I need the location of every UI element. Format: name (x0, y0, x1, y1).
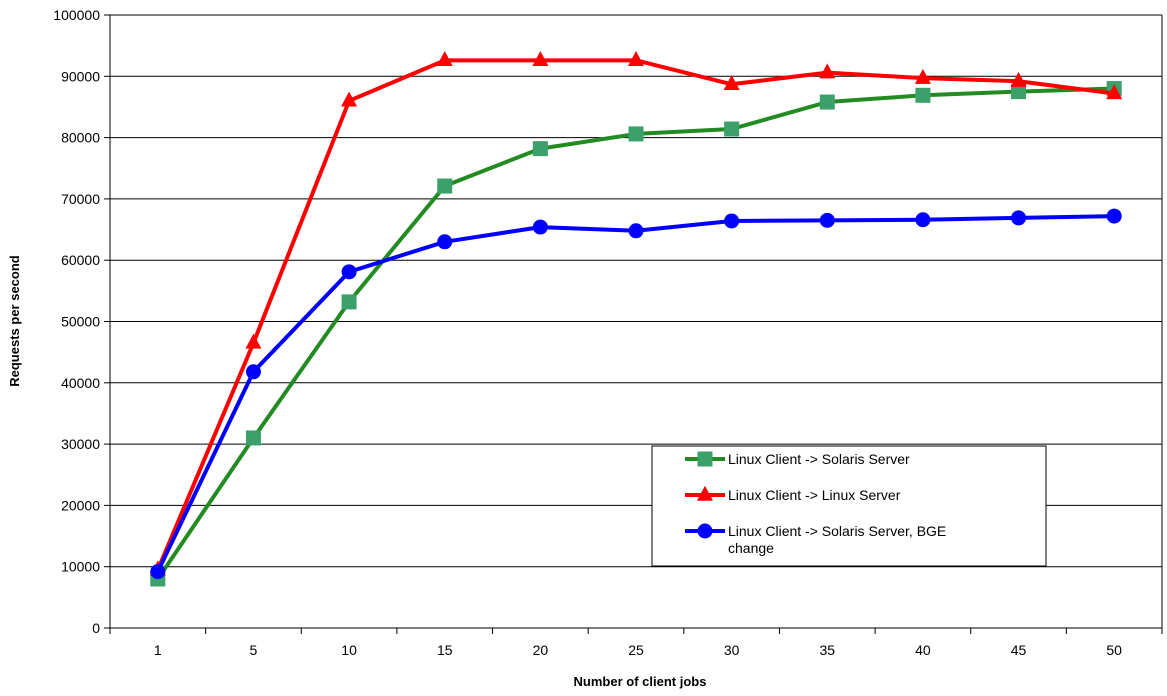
data-point-triangle (914, 68, 931, 84)
data-point-square (819, 94, 835, 110)
legend-swatch-marker (697, 485, 713, 501)
data-point-square (437, 178, 453, 194)
x-tick-label: 50 (1106, 642, 1122, 658)
y-tick-label: 40000 (61, 375, 100, 391)
data-point-square (245, 430, 261, 446)
x-tick-label: 45 (1011, 642, 1027, 658)
data-point-square (1011, 84, 1027, 100)
y-tick-label: 60000 (61, 252, 100, 268)
x-tick-label: 1 (154, 642, 162, 658)
axes (104, 14, 1163, 634)
x-tick-label: 40 (915, 642, 931, 658)
data-point-circle (150, 564, 166, 580)
data-point-circle (437, 234, 453, 250)
data-point-square (341, 294, 357, 310)
data-point-circle (1106, 208, 1122, 224)
data-point-triangle (819, 63, 836, 79)
series-2 (149, 51, 1123, 576)
y-tick-label: 50000 (61, 314, 100, 330)
x-axis-title: Number of client jobs (574, 674, 707, 689)
legend-label: change (728, 540, 774, 556)
y-tick-labels: 0 10000 20000 30000 40000 50000 60000 70000 8000… (53, 7, 100, 636)
legend-box (651, 445, 1047, 567)
series-3 (150, 208, 1122, 580)
data-point-square (628, 126, 644, 142)
legend-label: Linux Client -> Solaris Server, BGE (728, 523, 946, 539)
x-tick-label: 15 (437, 642, 453, 658)
data-point-triangle (628, 51, 644, 67)
y-axis-title: Requests per second (7, 255, 22, 387)
x-tick-label: 5 (250, 642, 258, 658)
data-point-triangle (723, 74, 740, 90)
data-point-circle (724, 213, 740, 229)
x-tick-label: 25 (628, 642, 644, 658)
legend-swatch-marker (697, 451, 713, 467)
y-tick-label: 70000 (61, 191, 100, 207)
data-point-triangle (245, 333, 262, 349)
y-tick-label: 80000 (61, 130, 100, 146)
y-tick-label: 10000 (61, 559, 100, 575)
legend: Linux Client -> Solaris Server Linux Clie… (651, 445, 1047, 567)
data-point-triangle (436, 51, 453, 67)
y-tick-label: 20000 (61, 497, 100, 513)
data-point-circle (532, 219, 548, 235)
x-tick-label: 30 (724, 642, 740, 658)
legend-swatch-marker (697, 523, 713, 539)
data-point-square (532, 141, 548, 157)
data-point-circle (819, 212, 835, 228)
x-tick-label: 10 (341, 642, 357, 658)
legend-entry-2: Linux Client -> Linux Server (685, 485, 901, 503)
data-point-circle (915, 212, 931, 228)
y-tick-label: 0 (92, 620, 100, 636)
legend-entry-1: Linux Client -> Solaris Server (685, 451, 910, 467)
y-tick-label: 100000 (53, 7, 100, 23)
legend-entry-3: Linux Client -> Solaris Server, BGEchang… (685, 523, 946, 556)
data-point-square (724, 121, 740, 137)
legend-label: Linux Client -> Solaris Server (728, 451, 910, 467)
data-point-triangle (341, 91, 358, 107)
data-point-circle (245, 364, 261, 380)
legend-label: Linux Client -> Linux Server (728, 487, 901, 503)
series-layer (149, 51, 1123, 587)
data-point-triangle (1010, 71, 1027, 87)
data-point-triangle (532, 51, 549, 67)
y-tick-label: 90000 (61, 68, 100, 84)
x-tick-label: 20 (533, 642, 549, 658)
data-point-triangle (1106, 84, 1123, 100)
data-point-circle (628, 223, 644, 239)
data-point-circle (341, 264, 357, 280)
y-tick-label: 30000 (61, 436, 100, 452)
data-point-circle (1011, 210, 1027, 226)
data-point-square (915, 87, 931, 103)
x-tick-label: 35 (819, 642, 835, 658)
x-tick-labels: 1 5 10 15 20 25 30 35 40 45 50 (154, 642, 1122, 658)
